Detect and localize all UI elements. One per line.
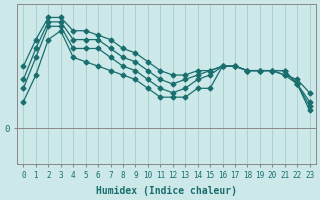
X-axis label: Humidex (Indice chaleur): Humidex (Indice chaleur) [96,186,237,196]
